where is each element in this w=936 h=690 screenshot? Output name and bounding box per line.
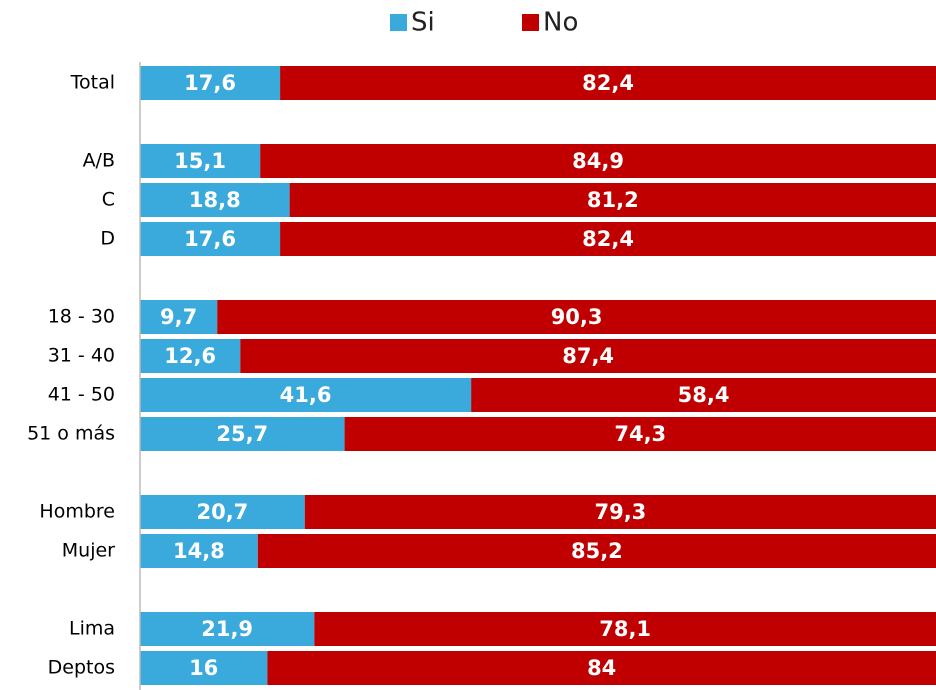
y-tick-label: Mujer bbox=[62, 540, 115, 562]
legend-label: No bbox=[543, 8, 578, 38]
y-tick-label: Deptos bbox=[48, 657, 115, 679]
value-label: 15,1 bbox=[174, 149, 226, 173]
y-tick-label: D bbox=[100, 228, 115, 250]
value-label: 17,6 bbox=[184, 71, 236, 95]
bar-segment bbox=[344, 417, 936, 451]
value-label: 58,4 bbox=[678, 383, 730, 407]
value-label: 82,4 bbox=[582, 227, 634, 251]
value-label: 25,7 bbox=[216, 422, 268, 446]
value-label: 41,6 bbox=[280, 383, 332, 407]
bar-segment bbox=[140, 417, 345, 451]
value-label: 78,1 bbox=[599, 617, 651, 641]
bar-segment bbox=[289, 183, 936, 217]
y-tick-label: A/B bbox=[83, 150, 115, 172]
bar-segment bbox=[257, 534, 936, 568]
bar-segment bbox=[140, 300, 218, 334]
y-tick-label: 31 - 40 bbox=[48, 345, 115, 367]
bar-segment bbox=[140, 339, 241, 373]
bar-segment bbox=[140, 534, 258, 568]
value-label: 21,9 bbox=[201, 617, 253, 641]
value-label: 16 bbox=[189, 656, 218, 680]
bar-segment bbox=[140, 378, 472, 412]
value-label: 9,7 bbox=[160, 305, 197, 329]
bar-segment bbox=[140, 144, 261, 178]
y-tick-label: 18 - 30 bbox=[48, 306, 115, 328]
legend-swatch bbox=[522, 14, 539, 31]
value-label: 82,4 bbox=[582, 71, 634, 95]
bar-segment bbox=[140, 222, 281, 256]
y-tick-label: Total bbox=[70, 72, 115, 94]
value-label: 84,9 bbox=[572, 149, 624, 173]
value-label: 12,6 bbox=[164, 344, 216, 368]
bar-segment bbox=[240, 339, 936, 373]
bar-segment bbox=[140, 183, 290, 217]
bar-segment bbox=[314, 612, 936, 646]
y-tick-label: 41 - 50 bbox=[48, 384, 115, 406]
value-label: 20,7 bbox=[196, 500, 248, 524]
bar-segment bbox=[280, 222, 936, 256]
y-tick-label: 51 o más bbox=[27, 423, 115, 445]
value-label: 85,2 bbox=[571, 539, 623, 563]
value-label: 90,3 bbox=[551, 305, 603, 329]
bar-segment bbox=[140, 612, 315, 646]
bar-segment bbox=[260, 144, 936, 178]
value-label: 74,3 bbox=[614, 422, 666, 446]
legend-label: Si bbox=[411, 8, 435, 38]
value-label: 81,2 bbox=[587, 188, 639, 212]
bar-segment bbox=[267, 651, 936, 685]
bar-segment bbox=[140, 66, 281, 100]
bar-segment bbox=[140, 495, 305, 529]
value-label: 84 bbox=[587, 656, 616, 680]
value-label: 17,6 bbox=[184, 227, 236, 251]
value-label: 87,4 bbox=[562, 344, 614, 368]
y-tick-label: C bbox=[102, 189, 115, 211]
value-label: 14,8 bbox=[173, 539, 225, 563]
legend-swatch bbox=[390, 14, 407, 31]
bar-segment bbox=[280, 66, 936, 100]
value-label: 79,3 bbox=[594, 500, 646, 524]
value-label: 18,8 bbox=[189, 188, 241, 212]
bar-segment bbox=[304, 495, 936, 529]
bar-segment bbox=[217, 300, 936, 334]
bar-segment bbox=[471, 378, 936, 412]
bar-segment bbox=[140, 651, 268, 685]
y-tick-label: Hombre bbox=[39, 501, 115, 523]
y-tick-label: Lima bbox=[69, 618, 115, 640]
